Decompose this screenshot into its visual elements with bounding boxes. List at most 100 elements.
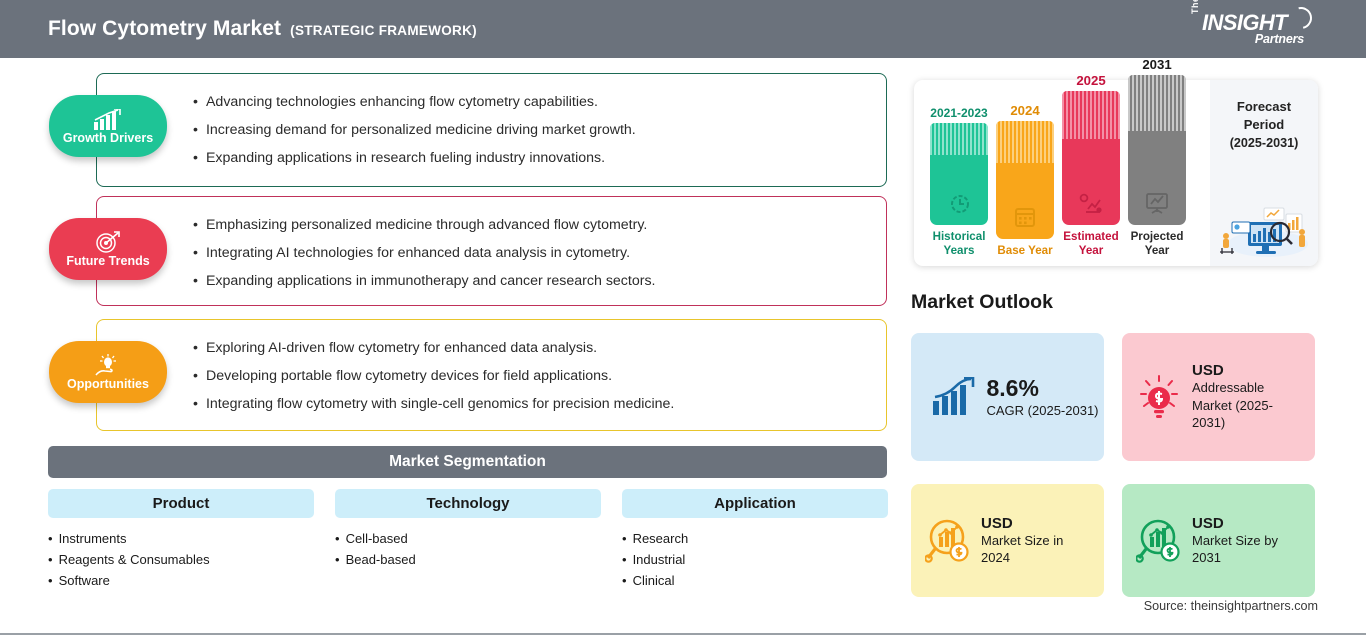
logo-insight-text: INSIGHT xyxy=(1202,10,1288,35)
list-item: Reagents & Consumables xyxy=(48,550,314,571)
forecast-caption: Projected Year xyxy=(1130,230,1184,257)
analytics-gear-icon xyxy=(1079,193,1102,213)
forecast-bar xyxy=(996,121,1054,239)
bar-chart-arrow-up-icon xyxy=(925,377,983,417)
currency-label: USD xyxy=(1192,514,1224,532)
segmentation-column-technology: Technology Cell-based Bead-based xyxy=(335,489,601,571)
forecast-caption: Historical Years xyxy=(932,230,986,257)
lightbulb-dollar-icon xyxy=(1130,374,1188,420)
bullet-item: Emphasizing personalized medicine throug… xyxy=(193,211,656,239)
header-title-group: Flow Cytometry Market (STRATEGIC FRAMEWO… xyxy=(48,17,477,41)
segmentation-list: Instruments Reagents & Consumables Softw… xyxy=(48,529,314,591)
currency-label: USD xyxy=(981,514,1013,532)
forecast-bar-stripe xyxy=(930,123,988,155)
forecast-bar-stripe xyxy=(1128,75,1186,131)
forecast-bars: 2021-2023 Historical Years 2024 xyxy=(914,57,1210,266)
market-outlook-card-cagr: 8.6% CAGR (2025-2031) xyxy=(911,333,1104,461)
forecast-bar xyxy=(930,123,988,225)
list-item: Bead-based xyxy=(335,550,601,571)
forecast-period-panel: 2021-2023 Historical Years 2024 xyxy=(914,57,1318,266)
market-outlook-card-size-2031: USD Market Size by 2031 xyxy=(1122,484,1315,597)
target-dart-icon xyxy=(95,230,121,253)
segmentation-title: Product xyxy=(48,489,314,518)
clock-history-icon xyxy=(951,195,969,213)
forecast-bar-projected: 2031 Projected Year xyxy=(1128,57,1186,258)
market-outlook-card-addressable: USD Addressable Market (2025-2031) xyxy=(1122,333,1315,461)
forecast-bar-stripe xyxy=(1062,91,1120,139)
forecast-caption: Base Year xyxy=(997,244,1053,257)
badge-growth-drivers[interactable]: Growth Drivers xyxy=(49,95,167,157)
panel-opportunities: Exploring AI-driven flow cytometry for e… xyxy=(96,319,887,431)
forecast-caption: Estimated Year xyxy=(1063,230,1119,257)
addressable-label: Addressable Market (2025-2031) xyxy=(1192,380,1273,431)
forecast-year: 2031 xyxy=(1142,57,1172,72)
presentation-chart-icon xyxy=(1146,193,1168,214)
page-header: Flow Cytometry Market (STRATEGIC FRAMEWO… xyxy=(0,0,1366,58)
bullet-item: Advancing technologies enhancing flow cy… xyxy=(193,88,636,116)
segmentation-column-application: Application Research Industrial Clinical xyxy=(622,489,888,591)
growth-drivers-bullets: Advancing technologies enhancing flow cy… xyxy=(193,88,636,172)
page-title: Flow Cytometry Market xyxy=(48,17,282,40)
market-segmentation-header: Market Segmentation xyxy=(48,446,887,478)
forecast-bar xyxy=(1128,75,1186,225)
market-outlook-title: Market Outlook xyxy=(911,291,1053,313)
bullet-item: Integrating flow cytometry with single-c… xyxy=(193,390,674,418)
forecast-year: 2024 xyxy=(1010,103,1040,118)
list-item: Software xyxy=(48,571,314,592)
forecast-side-title-1: Forecast xyxy=(1236,99,1292,114)
panel-growth-drivers: Advancing technologies enhancing flow cy… xyxy=(96,73,887,187)
size-2031-label: Market Size by 2031 xyxy=(1192,532,1278,566)
cagr-text-block: 8.6% CAGR (2025-2031) xyxy=(983,375,1099,420)
bullet-item: Increasing demand for personalized medic… xyxy=(193,116,636,144)
list-item: Cell-based xyxy=(335,529,601,550)
magnifier-chart-dollar-icon xyxy=(919,518,977,564)
cagr-label: CAGR (2025-2031) xyxy=(986,402,1099,418)
forecast-side-range: (2025-2031) xyxy=(1229,136,1299,150)
market-outlook-card-size-2024: USD Market Size in 2024 xyxy=(911,484,1104,597)
forecast-bar-base: 2024 Base Year xyxy=(996,103,1054,258)
page-subtitle: (STRATEGIC FRAMEWORK) xyxy=(290,23,477,38)
bullet-item: Integrating AI technologies for enhanced… xyxy=(193,239,656,267)
bar-chart-arrow-up-icon xyxy=(93,108,123,130)
list-item: Instruments xyxy=(48,529,314,550)
insight-partners-logo: The INSIGHT Partners xyxy=(1190,0,1317,52)
forecast-side-title-2: Period xyxy=(1243,117,1285,132)
forecast-bar-historical: 2021-2023 Historical Years xyxy=(930,106,988,258)
logo-the-text: The xyxy=(1190,0,1200,14)
list-item: Research xyxy=(622,529,888,550)
source-attribution: Source: theinsightpartners.com xyxy=(1143,599,1318,613)
bullet-item: Expanding applications in research fueli… xyxy=(193,144,636,172)
forecast-bar-stripe xyxy=(996,121,1054,163)
cagr-value: 8.6% xyxy=(986,374,1039,401)
future-trends-bullets: Emphasizing personalized medicine throug… xyxy=(193,211,656,295)
opportunities-bullets: Exploring AI-driven flow cytometry for e… xyxy=(193,334,674,418)
badge-label: Growth Drivers xyxy=(62,130,154,145)
panel-future-trends: Emphasizing personalized medicine throug… xyxy=(96,196,887,306)
forecast-year: 2021-2023 xyxy=(930,106,988,120)
badge-label: Future Trends xyxy=(66,253,150,268)
segmentation-title: Technology xyxy=(335,489,601,518)
size-2024-text-block: USD Market Size in 2024 xyxy=(977,515,1081,567)
logo-swoosh-icon xyxy=(1285,2,1317,34)
badge-label: Opportunities xyxy=(67,376,149,391)
forecast-period-sidebar: Forecast Period (2025-2031) xyxy=(1210,80,1318,266)
forecast-year: 2025 xyxy=(1076,73,1106,88)
segmentation-list: Cell-based Bead-based xyxy=(335,529,601,571)
segmentation-list: Research Industrial Clinical xyxy=(622,529,888,591)
size-2031-text-block: USD Market Size by 2031 xyxy=(1188,515,1292,567)
segmentation-title: Application xyxy=(622,489,888,518)
list-item: Industrial xyxy=(622,550,888,571)
hand-lightbulb-icon xyxy=(93,353,123,376)
bullet-item: Expanding applications in immunotherapy … xyxy=(193,267,656,295)
currency-label: USD xyxy=(1192,362,1224,380)
bullet-item: Exploring AI-driven flow cytometry for e… xyxy=(193,334,674,362)
analytics-illustration-icon xyxy=(1220,207,1308,257)
forecast-bar-estimated: 2025 Estimated Year xyxy=(1062,73,1120,258)
addressable-text-block: USD Addressable Market (2025-2031) xyxy=(1188,362,1297,432)
badge-future-trends[interactable]: Future Trends xyxy=(49,218,167,280)
forecast-bar xyxy=(1062,91,1120,225)
calendar-icon xyxy=(1015,208,1035,227)
logo-partners-text: Partners xyxy=(1254,32,1304,46)
badge-opportunities[interactable]: Opportunities xyxy=(49,341,167,403)
